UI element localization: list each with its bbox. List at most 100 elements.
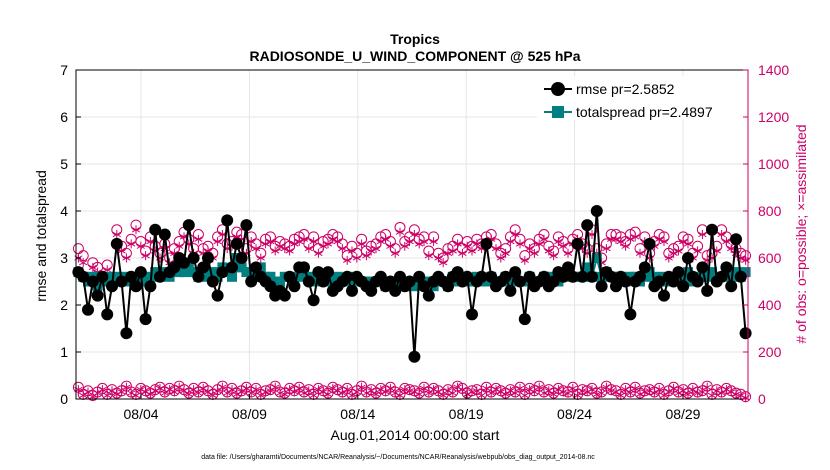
obs-assimilated-marker bbox=[405, 386, 414, 396]
asterisk-stroke bbox=[127, 241, 136, 247]
obs-assimilated-marker bbox=[616, 237, 625, 247]
asterisk-stroke bbox=[304, 388, 313, 394]
obs-assimilated-marker bbox=[117, 387, 126, 397]
asterisk-stroke bbox=[645, 388, 654, 394]
rmse-point bbox=[590, 205, 603, 217]
obs-assimilated-marker bbox=[602, 244, 611, 254]
obs-possible-marker bbox=[72, 243, 84, 255]
asterisk-stroke bbox=[160, 390, 169, 396]
obs-assimilated-marker bbox=[256, 253, 265, 263]
asterisk-stroke bbox=[285, 386, 294, 393]
obs-assimilated-marker bbox=[371, 389, 381, 399]
obs-assimilated-marker bbox=[472, 386, 481, 396]
left-tick-label: 3 bbox=[60, 250, 68, 266]
rmse-point bbox=[403, 275, 416, 288]
rmse-point bbox=[451, 266, 464, 279]
rmse-point bbox=[725, 280, 738, 293]
rmse-point bbox=[624, 308, 637, 321]
obs-assimilated-marker bbox=[683, 239, 693, 249]
rmse-point bbox=[130, 280, 142, 293]
asterisk-stroke bbox=[616, 392, 625, 399]
obs-assimilated-marker bbox=[395, 390, 405, 400]
obs-assimilated-marker bbox=[688, 385, 697, 395]
obs-assimilated-marker bbox=[424, 251, 433, 261]
asterisk-stroke bbox=[607, 388, 616, 394]
x-tick-label: 08/09 bbox=[232, 406, 267, 422]
obs-assimilated-marker bbox=[568, 383, 577, 393]
asterisk-stroke bbox=[357, 241, 366, 247]
rmse-point bbox=[365, 284, 378, 297]
asterisk-stroke bbox=[237, 389, 246, 395]
asterisk-stroke bbox=[731, 391, 741, 397]
obs-assimilated-marker bbox=[587, 385, 597, 395]
asterisk-stroke bbox=[415, 391, 424, 397]
obs-assimilated-marker bbox=[323, 239, 333, 249]
asterisk-stroke bbox=[707, 392, 717, 399]
obs-assimilated-marker bbox=[405, 237, 414, 247]
obs-assimilated-marker bbox=[703, 382, 712, 392]
obs-assimilated-marker bbox=[107, 386, 117, 396]
obs-assimilated-marker bbox=[544, 386, 553, 396]
rmse-point bbox=[418, 280, 430, 293]
obs-assimilated-marker bbox=[626, 388, 635, 398]
asterisk-stroke bbox=[290, 389, 299, 395]
asterisk-stroke bbox=[419, 238, 429, 245]
obs-assimilated-marker bbox=[400, 385, 409, 395]
asterisk-stroke bbox=[443, 388, 453, 394]
obs-assimilated-marker bbox=[664, 253, 673, 263]
asterisk-stroke bbox=[304, 245, 313, 252]
rmse-point bbox=[86, 275, 99, 288]
asterisk-stroke bbox=[722, 238, 731, 245]
right-tick-label: 200 bbox=[758, 344, 782, 360]
asterisk-stroke bbox=[424, 252, 433, 259]
asterisk-stroke bbox=[491, 386, 501, 393]
asterisk-stroke bbox=[395, 229, 405, 235]
obs-assimilated-marker bbox=[194, 388, 203, 398]
asterisk-stroke bbox=[635, 250, 645, 256]
asterisk-stroke bbox=[530, 250, 539, 256]
obs-assimilated-marker bbox=[194, 234, 203, 244]
obs-assimilated-marker bbox=[683, 389, 693, 399]
obs-assimilated-marker bbox=[621, 241, 630, 251]
obs-assimilated-marker bbox=[693, 388, 702, 398]
asterisk-stroke bbox=[280, 245, 289, 252]
rmse-point bbox=[547, 275, 560, 288]
asterisk-stroke bbox=[117, 389, 126, 395]
obs-assimilated-marker bbox=[381, 387, 390, 397]
asterisk-stroke bbox=[362, 252, 371, 259]
obs-assimilated-marker bbox=[131, 390, 141, 400]
asterisk-stroke bbox=[146, 391, 155, 397]
asterisk-stroke bbox=[347, 392, 357, 399]
obs-assimilated-marker bbox=[391, 248, 400, 258]
rmse-point bbox=[461, 270, 474, 283]
obs-assimilated-marker bbox=[343, 385, 352, 395]
asterisk-stroke bbox=[184, 391, 193, 397]
right-tick-label: 600 bbox=[758, 250, 782, 266]
rmse-point bbox=[106, 280, 118, 293]
legend-rmse-marker bbox=[551, 82, 565, 96]
asterisk-stroke bbox=[703, 384, 712, 390]
obs-assimilated-marker bbox=[175, 241, 184, 251]
rmse-point bbox=[485, 270, 498, 283]
asterisk-stroke bbox=[213, 388, 222, 394]
asterisk-stroke bbox=[93, 390, 102, 396]
rmse-point bbox=[557, 270, 570, 283]
obs-assimilated-marker bbox=[491, 244, 501, 254]
asterisk-stroke bbox=[271, 384, 280, 390]
left-tick-label: 6 bbox=[60, 109, 68, 125]
obs-assimilated-marker bbox=[544, 246, 553, 256]
rmse-point bbox=[562, 261, 574, 274]
legend-spread-marker bbox=[552, 106, 564, 118]
asterisk-stroke bbox=[511, 390, 520, 396]
legend-rmse-label: rmse pr=2.5852 bbox=[576, 81, 675, 97]
totalspread-point bbox=[582, 262, 593, 273]
rmse-point bbox=[571, 237, 584, 250]
rmse-point bbox=[739, 327, 752, 340]
rmse-point bbox=[245, 275, 258, 288]
asterisk-stroke bbox=[357, 384, 366, 390]
asterisk-stroke bbox=[266, 238, 275, 245]
rmse-point bbox=[216, 266, 229, 279]
obs-assimilated-marker bbox=[722, 237, 731, 247]
asterisk-stroke bbox=[467, 248, 477, 254]
asterisk-stroke bbox=[98, 386, 107, 393]
